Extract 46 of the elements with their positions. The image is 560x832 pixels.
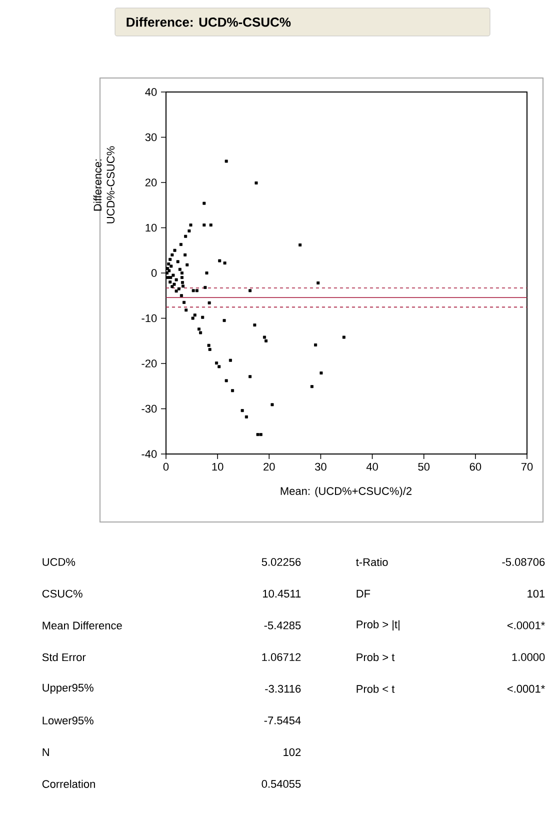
text: UCD% [42,558,76,566]
text: CSUC% [42,590,82,598]
y-axis-title: Difference: UCD%-CSUC% [93,146,115,224]
y-tick-label: -40 [142,450,157,458]
x-tick-label: 10 [212,462,224,471]
y-tick-label: 40 [145,88,157,96]
text: 5.02256 [262,558,301,566]
y-tick-label: -30 [142,404,157,413]
text: -5.08706 [502,558,545,566]
y-tick-label: -10 [142,314,157,322]
text: 1.0000 [512,653,545,661]
text: <.0001* [507,684,545,693]
text: -7.5454 [264,716,301,724]
y-tick-label: -20 [142,360,157,368]
text: Std Error [42,653,86,662]
x-tick-label: 70 [521,462,533,471]
text: DF [356,590,370,598]
y-tick-label: 20 [145,178,157,186]
x-tick-label: 50 [418,462,430,471]
text: Upper95% [42,684,94,694]
text: 101 [528,590,545,598]
y-tick-label: 0 [151,269,157,277]
text: -3.3116 [265,684,301,693]
x-tick-label: 60 [470,462,482,471]
y-tick-label: 30 [145,133,157,142]
text: Correlation [42,780,95,788]
x-tick-label: 30 [315,462,326,471]
text: t-Ratio [356,558,388,566]
text: N [42,748,49,756]
text: 1.06712 [262,653,301,661]
text: 0.54055 [262,780,301,788]
text: 102 [284,748,301,756]
x-tick-label: 20 [264,462,275,471]
text: Prob < t [356,684,395,693]
x-axis-title: Mean: (UCD%+CSUC%)/2 [280,486,412,498]
text: Prob > |t| [356,620,400,631]
x-tick-label: 40 [366,462,378,471]
text: Lower95% [42,716,94,724]
chart-title: Difference: UCD%-CSUC% [126,17,291,27]
x-tick-label: 0 [163,462,169,471]
y-tick-label: 10 [146,224,157,232]
text: <.0001* [507,622,545,630]
text: Mean Difference [42,621,122,630]
text: 10.4511 [263,590,301,598]
text: -5.4285 [264,622,301,630]
text: Prob > t [356,653,395,662]
